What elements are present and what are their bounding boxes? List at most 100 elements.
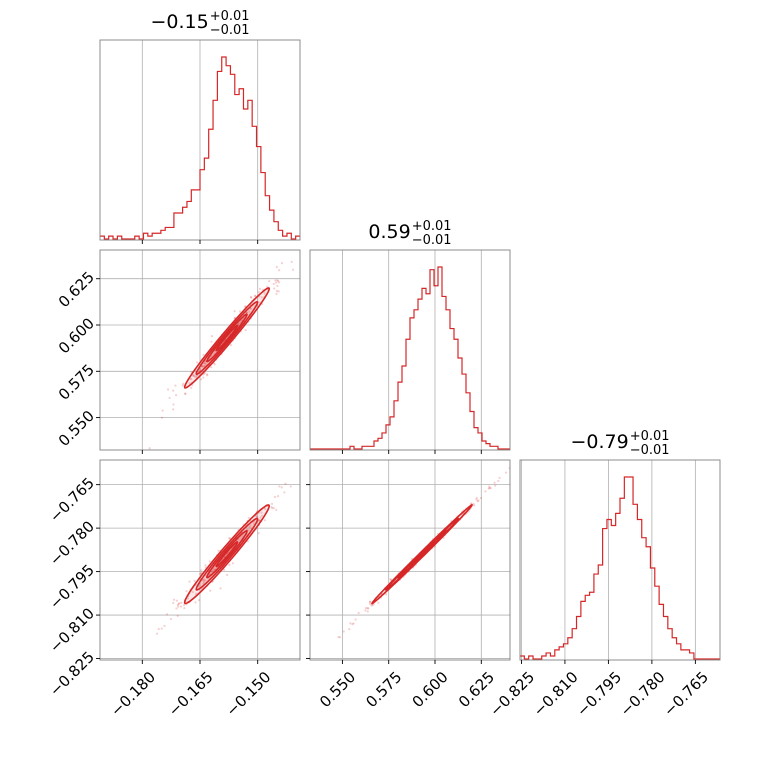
sample-point bbox=[284, 482, 287, 485]
panel-2-1: 0.550 0.575 0.600 0.625 bbox=[306, 459, 515, 711]
sample-point bbox=[194, 592, 198, 595]
x-tick-label: −0.810 bbox=[530, 668, 582, 720]
sample-point bbox=[472, 502, 475, 506]
sample-point bbox=[181, 384, 184, 387]
title-minus: −0.01 bbox=[630, 443, 670, 458]
sample-point bbox=[277, 290, 280, 293]
sample-point bbox=[197, 599, 201, 602]
sample-point bbox=[268, 280, 271, 283]
sample-point bbox=[247, 516, 250, 519]
sample-point bbox=[257, 532, 260, 535]
sample-point bbox=[275, 265, 278, 269]
density-contour bbox=[183, 504, 271, 605]
sample-point bbox=[479, 496, 482, 500]
sample-point bbox=[201, 365, 204, 368]
panel-2-0: −0.180 −0.165 −0.150−0.825−0.810−0.795−0.7… bbox=[46, 451, 318, 720]
sample-point bbox=[191, 590, 194, 594]
sample-point bbox=[199, 378, 203, 381]
sample-point bbox=[203, 578, 206, 581]
sample-point bbox=[489, 486, 492, 490]
x-tick-label: −0.765 bbox=[660, 668, 712, 720]
sample-point bbox=[275, 289, 279, 293]
panel-content bbox=[155, 451, 318, 635]
sample-point bbox=[258, 519, 261, 522]
sample-point bbox=[475, 498, 478, 501]
x-tick-label: 0.600 bbox=[409, 668, 452, 711]
sample-point bbox=[231, 562, 234, 565]
sample-point bbox=[357, 611, 360, 615]
sample-point bbox=[193, 374, 196, 377]
sample-point bbox=[352, 622, 355, 625]
sample-point bbox=[497, 479, 500, 483]
y-tick-label: −0.825 bbox=[46, 648, 98, 700]
sample-point bbox=[172, 403, 175, 406]
panel-frame bbox=[519, 459, 721, 661]
sample-point bbox=[200, 572, 203, 575]
density-contour bbox=[408, 541, 436, 568]
sample-point bbox=[249, 295, 252, 299]
x-tick-label: 0.575 bbox=[362, 668, 405, 711]
sample-point bbox=[263, 508, 267, 511]
panel-content bbox=[310, 266, 510, 450]
sample-point bbox=[272, 282, 275, 286]
sample-point bbox=[476, 500, 479, 503]
sample-point bbox=[203, 364, 206, 368]
sample-point bbox=[194, 601, 197, 604]
histogram-step-line bbox=[520, 476, 720, 660]
sample-point bbox=[504, 471, 508, 474]
sample-point bbox=[204, 564, 207, 567]
sample-point bbox=[488, 485, 491, 488]
x-tick-label: 0.550 bbox=[316, 668, 359, 711]
sample-point bbox=[233, 310, 236, 313]
sample-point bbox=[277, 281, 281, 284]
sample-point bbox=[163, 624, 166, 627]
sample-point bbox=[160, 416, 164, 419]
sample-point bbox=[248, 310, 251, 313]
sample-point bbox=[205, 362, 208, 366]
sample-point bbox=[168, 396, 171, 400]
panel-frame bbox=[309, 459, 511, 661]
sample-point bbox=[249, 524, 252, 527]
sample-point bbox=[377, 601, 380, 604]
sample-point bbox=[161, 409, 164, 412]
panel-content bbox=[100, 56, 300, 240]
sample-point bbox=[291, 268, 295, 271]
sample-point bbox=[275, 508, 278, 512]
sample-point bbox=[148, 447, 151, 450]
panel-content bbox=[520, 476, 720, 660]
panel-title: 0.59 +0.01−0.01 bbox=[368, 219, 451, 248]
sample-point bbox=[254, 294, 257, 297]
panel-content bbox=[148, 260, 295, 450]
panel-content bbox=[337, 461, 515, 639]
sample-point bbox=[188, 382, 191, 385]
histogram-step-line bbox=[310, 266, 510, 450]
y-tick-label: −0.765 bbox=[46, 474, 98, 526]
sample-point bbox=[342, 630, 345, 633]
sample-point bbox=[183, 603, 186, 607]
sample-point bbox=[263, 292, 266, 295]
sample-point bbox=[280, 486, 283, 489]
sample-point bbox=[475, 496, 478, 500]
sample-point bbox=[250, 296, 253, 299]
sample-point bbox=[513, 461, 515, 463]
sample-point bbox=[258, 287, 262, 290]
title-minus: −0.01 bbox=[210, 23, 250, 38]
sample-point bbox=[193, 375, 196, 378]
sample-point bbox=[244, 305, 247, 308]
sample-point bbox=[172, 408, 175, 411]
sample-point bbox=[245, 311, 249, 314]
sample-point bbox=[270, 502, 274, 505]
sample-point bbox=[212, 568, 215, 572]
sample-point bbox=[316, 451, 318, 453]
sample-point bbox=[277, 269, 281, 272]
sample-point bbox=[255, 515, 258, 518]
sample-point bbox=[174, 384, 177, 387]
sample-point bbox=[244, 329, 247, 332]
sample-point bbox=[186, 597, 189, 600]
sample-point bbox=[275, 281, 278, 284]
sample-point bbox=[229, 344, 233, 347]
sample-point bbox=[202, 580, 205, 583]
sample-point bbox=[238, 310, 242, 313]
sample-point bbox=[351, 623, 354, 626]
sample-point bbox=[211, 570, 214, 573]
